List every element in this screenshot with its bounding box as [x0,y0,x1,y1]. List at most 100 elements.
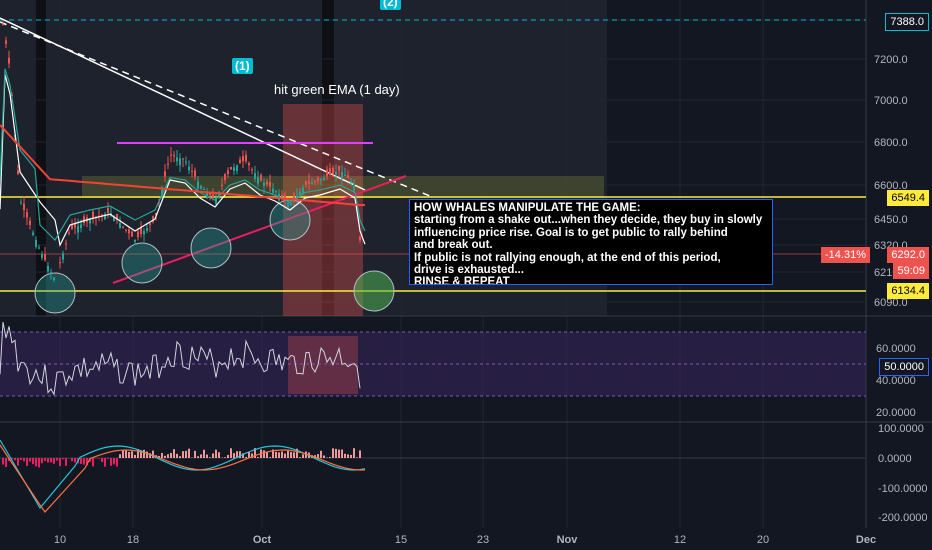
macd-bar [179,456,181,458]
macd-bar [332,448,334,458]
candle-body [197,181,199,189]
macd-bar [248,452,250,458]
macd-bar [245,456,247,458]
macd-bar [152,450,154,458]
candle-body [305,181,307,185]
candle-body [266,181,268,185]
macd-bar [275,451,277,458]
candle-body [152,216,154,222]
price-tick-label: 7000.0 [874,95,908,107]
candle-body [350,181,352,183]
note-line: and break out. [414,239,493,252]
candle-body [41,254,43,258]
candle-body [299,191,301,197]
time-tick-label: 12 [674,534,686,546]
candle-body [119,223,121,228]
macd-bar [167,454,169,458]
candle-body [107,207,109,213]
macd-bar [224,457,226,458]
candle-body [272,188,274,193]
time-tick-label: Dec [856,534,876,546]
macd-bar [176,453,178,458]
macd-tick-label: 0.0000 [878,453,912,465]
macd-bar [134,454,136,458]
candle-body [80,224,82,228]
macd-bar [128,451,130,458]
macd-bar [359,450,361,458]
candle-body [338,165,340,171]
candle-body [317,177,319,181]
candle-body [200,186,202,189]
macd-bar [173,449,175,458]
candle-body [275,191,277,193]
macd-bar [2,458,4,465]
macd-bar [353,448,355,458]
macd-bar [113,458,115,465]
macd-bar [206,454,208,458]
candle-body [353,184,355,191]
candle-body [269,181,271,187]
candle-body [347,175,349,178]
note-line: If public is not rallying enough, at the… [414,251,721,264]
macd-bar [98,458,100,459]
macd-bar [212,453,214,458]
candle-body [194,170,196,177]
red-highlight-box [283,104,363,316]
macd-bar [26,458,28,467]
macd-bar [23,458,25,462]
candle-body [209,193,211,195]
macd-bar [158,455,160,458]
candle-body [164,171,166,177]
macd-bar [338,449,340,458]
price-axis[interactable]: 7200.07000.06800.06600.06450.06320.06210… [874,54,928,524]
candle-body [224,174,226,180]
candle-body [182,158,184,160]
macd-bar [242,453,244,458]
macd-bar [17,458,19,466]
countdown-label: 59:09 [893,263,929,279]
macd-bar [53,458,55,464]
macd-bar [62,458,64,460]
candle-body [191,170,193,172]
candle-body [179,158,181,166]
macd-bar [71,458,73,462]
price-panel[interactable] [0,17,866,316]
macd-bar [125,450,127,458]
macd-bar [101,458,103,463]
rsi-panel[interactable] [0,321,866,397]
candle-body [71,225,73,229]
candle-body [53,278,55,281]
macd-bar [329,456,331,458]
candle-body [185,161,187,163]
time-tick-label: Nov [557,534,579,546]
candle-body [248,163,250,166]
candle-body [311,182,313,185]
macd-bar [149,453,151,458]
macd-bar [251,453,253,458]
candle-body [215,198,217,204]
macd-bar [74,458,76,463]
macd-bar [341,449,343,458]
macd-bar [296,448,298,458]
macd-bar [200,454,202,458]
candle-body [26,212,28,218]
macd-bar [272,449,274,458]
time-axis[interactable]: 10 18 Oct 15 23 Nov 12 20 Dec [54,534,876,546]
macd-bar [194,450,196,458]
macd-tick-label: 100.0000 [878,423,924,435]
candle-body [170,154,172,156]
macd-bar [278,452,280,458]
macd-bar [347,454,349,458]
macd-panel[interactable] [0,439,866,513]
macd-bar [350,454,352,458]
candle-body [290,203,292,206]
ema-annotation: hit green EMA (1 day) [274,82,400,97]
candle-body [284,194,286,200]
candle-body [245,154,247,162]
macd-bar [41,458,43,464]
candle-body [149,223,151,225]
candle-body [65,243,67,245]
candle-body [155,212,157,216]
macd-bar [218,452,220,458]
